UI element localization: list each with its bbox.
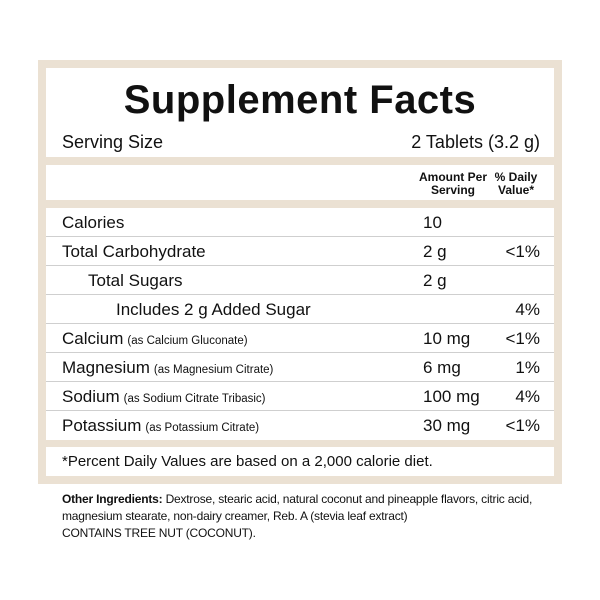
daily-value: <1% bbox=[505, 416, 541, 435]
amount: 30 mg bbox=[423, 416, 471, 435]
row-separator bbox=[46, 410, 554, 411]
amount: 100 mg bbox=[423, 387, 480, 406]
nutrient-row: Includes 2 g Added Sugar 4% bbox=[46, 295, 554, 324]
row-separator bbox=[46, 294, 554, 295]
nutrient-row: Calories 10 bbox=[46, 208, 554, 237]
nutrient-name: Total Carbohydrate bbox=[62, 242, 206, 261]
row-separator bbox=[46, 381, 554, 382]
nutrient-row: Calcium (as Calcium Gluconate) 10 mg <1% bbox=[46, 324, 554, 353]
row-separator bbox=[46, 236, 554, 237]
nutrient-name-cell: Total Sugars bbox=[88, 271, 183, 291]
nutrient-name-cell: Potassium (as Potassium Citrate) bbox=[62, 416, 259, 436]
nutrient-name: Includes 2 g Added Sugar bbox=[116, 300, 311, 319]
other-ingredients: Other Ingredients: Dextrose, stearic aci… bbox=[62, 491, 572, 542]
amount: 2 g bbox=[423, 271, 447, 290]
nutrient-name-cell: Total Carbohydrate bbox=[62, 242, 206, 262]
other-ingredients-text: Dextrose, stearic acid, natural coconut … bbox=[62, 492, 533, 523]
footnote: *Percent Daily Values are based on a 2,0… bbox=[62, 453, 433, 470]
nutrient-row: Total Carbohydrate 2 g <1% bbox=[46, 237, 554, 266]
nutrient-name: Total Sugars bbox=[88, 271, 183, 290]
nutrient-row: Potassium (as Potassium Citrate) 30 mg <1% bbox=[46, 411, 554, 440]
dv-header: % Daily Value* bbox=[494, 170, 538, 197]
nutrient-note: (as Magnesium Citrate) bbox=[153, 364, 274, 376]
amount: 6 mg bbox=[423, 358, 461, 377]
nutrient-name: Magnesium bbox=[62, 358, 150, 377]
row-separator bbox=[46, 323, 554, 324]
amount: 10 bbox=[423, 213, 442, 232]
nutrient-name: Calcium bbox=[62, 329, 124, 348]
amount: 2 g bbox=[423, 242, 447, 261]
nutrient-row: Sodium (as Sodium Citrate Tribasic) 100 mg… bbox=[46, 382, 554, 411]
nutrient-name-cell: Includes 2 g Added Sugar bbox=[116, 300, 311, 320]
nutrient-row: Total Sugars 2 g bbox=[46, 266, 554, 295]
nutrient-name: Calories bbox=[62, 213, 125, 232]
nutrient-name: Potassium bbox=[62, 416, 142, 435]
nutrient-note: (as Sodium Citrate Tribasic) bbox=[123, 393, 266, 405]
daily-value: <1% bbox=[505, 329, 541, 348]
daily-value: 4% bbox=[515, 387, 540, 406]
nutrient-name-cell: Calcium (as Calcium Gluconate) bbox=[62, 329, 248, 349]
divider bbox=[46, 440, 554, 447]
amount-header: Amount Per Serving bbox=[418, 170, 487, 197]
row-separator bbox=[46, 265, 554, 266]
divider bbox=[46, 157, 554, 165]
allergen: CONTAINS TREE NUT (COCONUT). bbox=[62, 526, 256, 540]
nutrient-name-cell: Sodium (as Sodium Citrate Tribasic) bbox=[62, 387, 266, 407]
nutrient-name: Sodium bbox=[62, 387, 120, 406]
serving-value: 2 Tablets (3.2 g) bbox=[411, 132, 540, 152]
nutrient-name-cell: Magnesium (as Magnesium Citrate) bbox=[62, 358, 273, 378]
title: Supplement Facts bbox=[123, 78, 477, 122]
daily-value: 4% bbox=[515, 300, 540, 319]
row-separator bbox=[46, 352, 554, 353]
serving-label: Serving Size bbox=[62, 132, 164, 152]
other-ingredients-label: Other Ingredients: bbox=[62, 492, 163, 506]
nutrient-row: Magnesium (as Magnesium Citrate) 6 mg 1% bbox=[46, 353, 554, 382]
amount: 10 mg bbox=[423, 329, 471, 348]
divider bbox=[46, 200, 554, 208]
facts-panel: Supplement Facts Serving Size 2 Tablets … bbox=[38, 60, 562, 484]
daily-value: <1% bbox=[505, 242, 541, 261]
daily-value: 1% bbox=[515, 358, 540, 377]
nutrient-note: (as Calcium Gluconate) bbox=[127, 335, 248, 347]
nutrient-name-cell: Calories bbox=[62, 213, 124, 233]
nutrient-note: (as Potassium Citrate) bbox=[145, 422, 260, 434]
